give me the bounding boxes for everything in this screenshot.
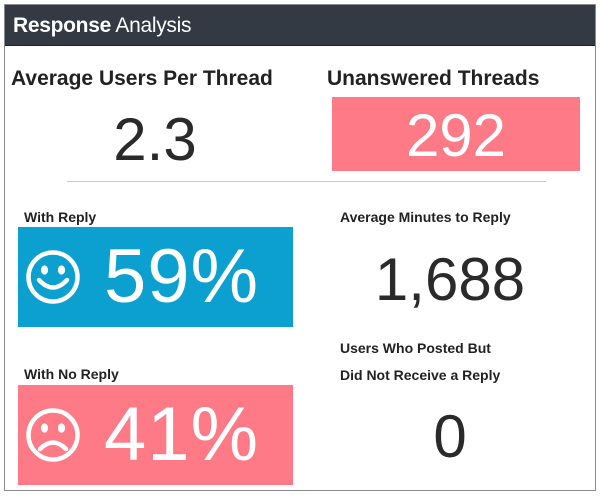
unanswered-threads-value: 292 [405, 102, 507, 169]
unanswered-threads-label: Unanswered Threads [327, 67, 540, 90]
users-no-reply-value: 0 [433, 403, 467, 470]
smiley-face-icon [26, 250, 80, 304]
with-reply-value: 59% [104, 234, 260, 319]
with-reply-label: With Reply [24, 209, 97, 225]
section-divider [67, 181, 546, 182]
avg-users-per-thread-label: Average Users Per Thread [11, 67, 273, 90]
panel-title: Response Analysis [13, 14, 191, 38]
avg-users-per-thread-value: 2.3 [113, 106, 197, 173]
avg-minutes-to-reply-value: 1,688 [374, 246, 526, 313]
with-no-reply-value: 41% [104, 392, 260, 477]
panel-title-bold: Response [13, 14, 111, 37]
avg-minutes-to-reply-label: Average Minutes to Reply [340, 209, 511, 225]
with-no-reply-box: 41% [18, 385, 293, 485]
unanswered-threads-box: 292 [332, 97, 580, 171]
response-analysis-panel: Response Analysis Average Users Per Thre… [4, 4, 596, 491]
panel-title-light: Analysis [115, 14, 192, 37]
with-no-reply-label: With No Reply [24, 366, 119, 382]
users-no-reply-label-line2: Did Not Receive a Reply [340, 367, 501, 383]
users-no-reply-label-line1: Users Who Posted But [340, 340, 491, 356]
with-reply-box: 59% [18, 227, 293, 327]
panel-header: Response Analysis [5, 5, 595, 46]
sad-face-icon [26, 408, 80, 462]
